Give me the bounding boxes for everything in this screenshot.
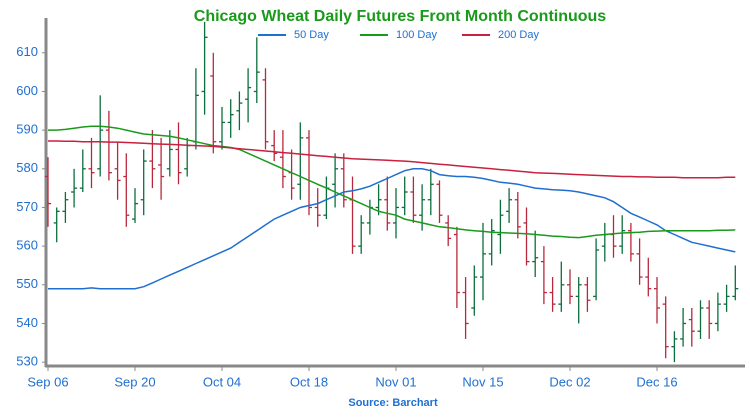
y-tick-label: 600 (16, 83, 38, 98)
y-tick-label: 560 (16, 238, 38, 253)
x-tick-label: Dec 02 (549, 374, 590, 389)
y-tick-label: 530 (16, 354, 38, 369)
x-tick-label: Sep 06 (27, 374, 68, 389)
ma-line (48, 125, 736, 239)
y-tick-label: 610 (16, 44, 38, 59)
y-tick-label: 540 (16, 315, 38, 330)
x-tick-label: Oct 18 (290, 374, 328, 389)
chart-title: Chicago Wheat Daily Futures Front Month … (194, 8, 607, 25)
y-tick-label: 590 (16, 122, 38, 137)
x-tick-label: Dec 16 (636, 374, 677, 389)
y-tick-label: 550 (16, 276, 38, 291)
ma-line (48, 140, 736, 179)
x-tick-label: Nov 15 (462, 374, 503, 389)
legend-label: 50 Day (294, 29, 329, 41)
y-tick-label: 580 (16, 160, 38, 175)
legend-label: 100 Day (396, 29, 437, 41)
ma-line (48, 168, 736, 290)
source: Source: Barchart (348, 397, 438, 409)
x-tick-label: Nov 01 (375, 374, 416, 389)
y-tick-label: 570 (16, 199, 38, 214)
x-tick-label: Oct 04 (203, 374, 241, 389)
legend-label: 200 Day (498, 29, 539, 41)
x-tick-label: Sep 20 (114, 374, 155, 389)
